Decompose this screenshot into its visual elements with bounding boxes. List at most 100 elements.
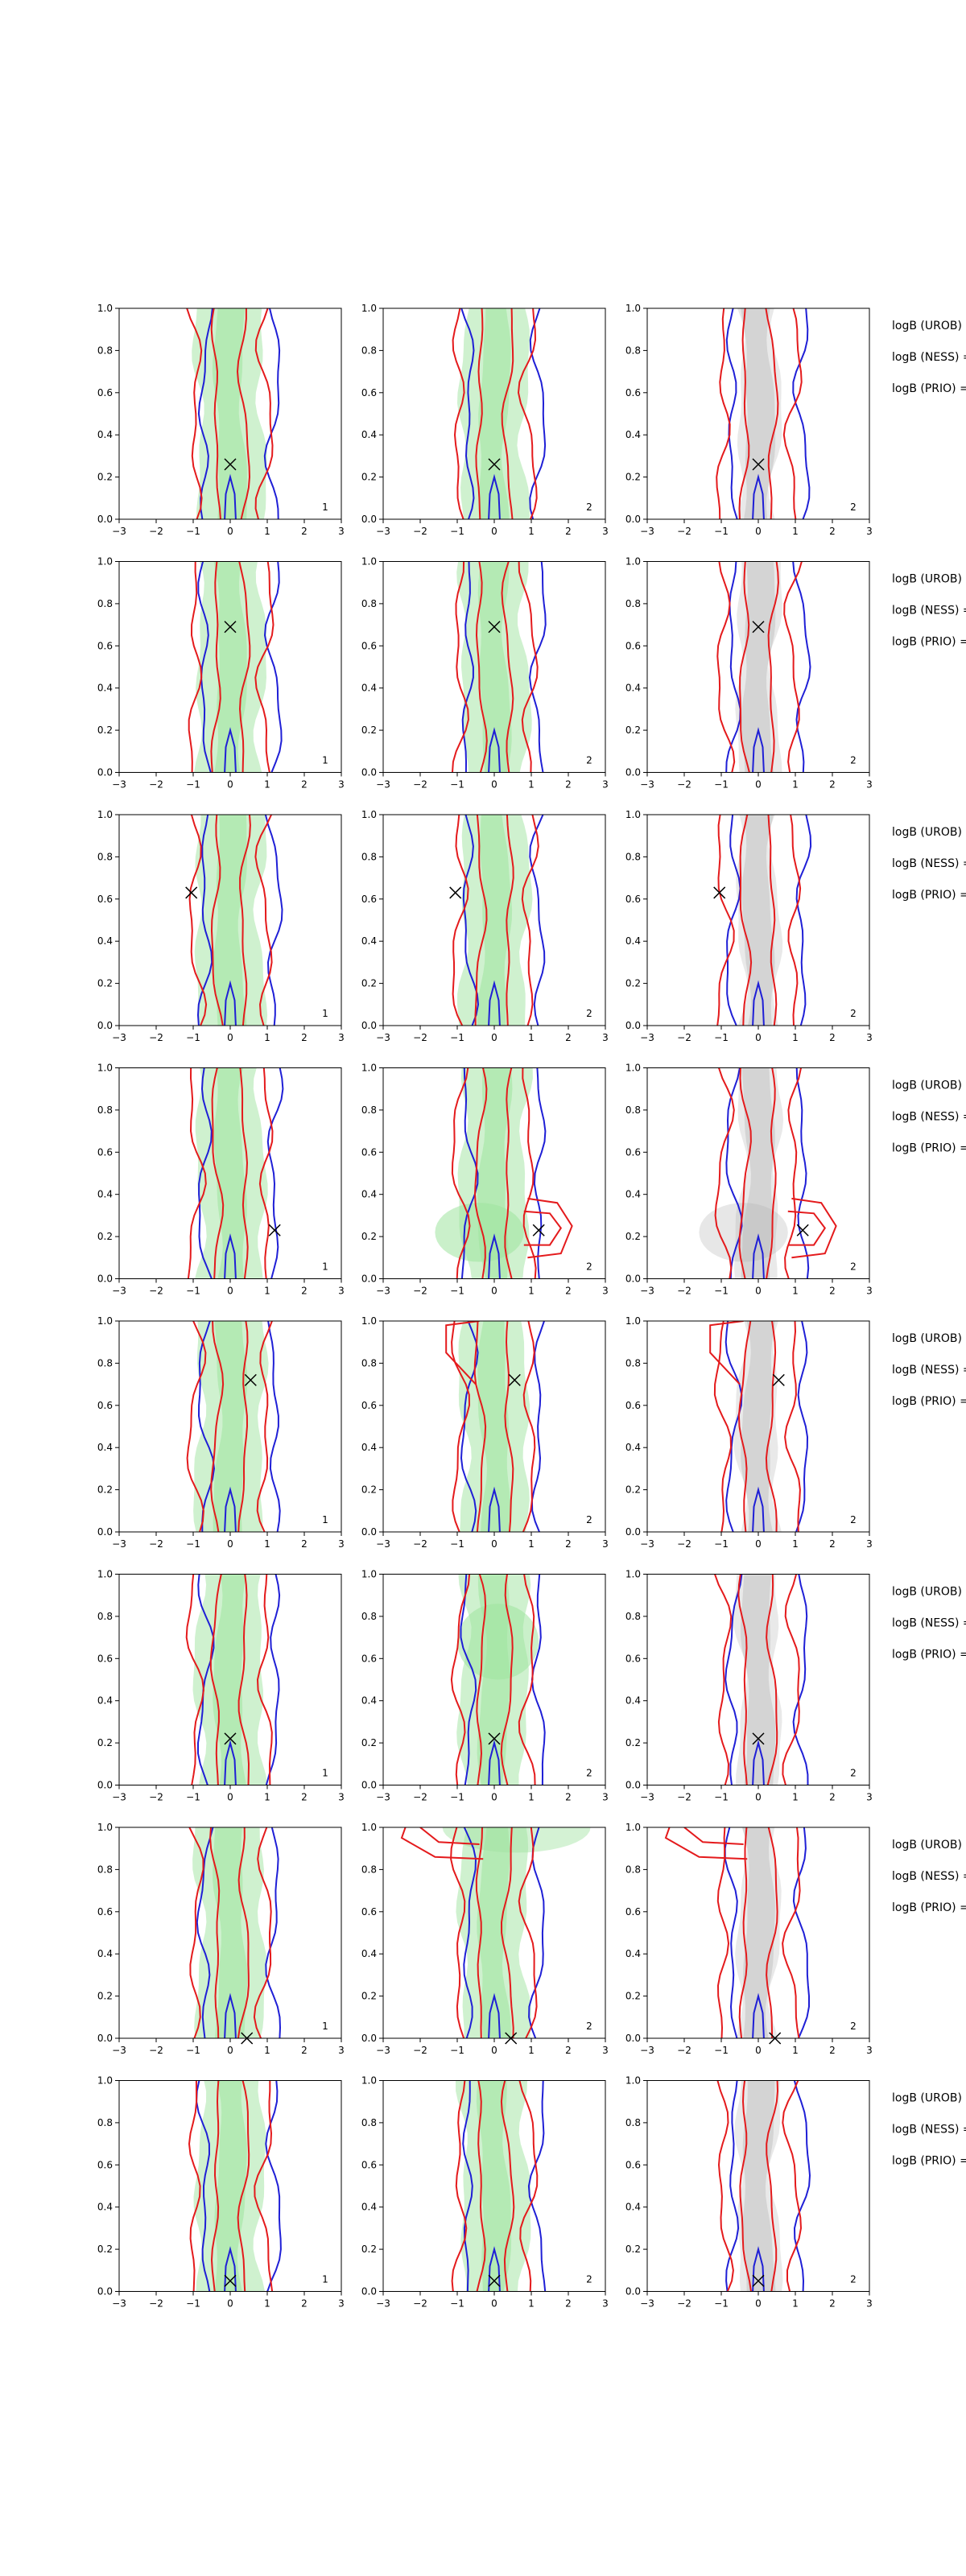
red-contour-inner-left — [210, 815, 224, 1026]
density-outer-region — [734, 1067, 784, 1279]
panel-number: 1 — [322, 1008, 328, 1019]
red-contour-inner-left — [210, 2080, 220, 2292]
y-tick-label: 0.0 — [361, 1020, 377, 1031]
x-tick-label: −3 — [640, 1032, 654, 1043]
y-tick-label: 0.2 — [625, 2244, 641, 2255]
plot-area — [186, 1321, 281, 1532]
y-tick-label: 0.2 — [361, 978, 377, 989]
logb-annotation: logB (UROB) = — [892, 1080, 966, 1092]
red-contour-outer-right — [522, 1067, 537, 1279]
subplot-r5-c3: −3 −2 −1 0 1 2 3 0.0 0.2 0.4 0.6 0.8 1.0 2 — [625, 1315, 873, 1550]
plot-area — [716, 2080, 811, 2292]
logb-annotation: logB (NESS) = — [892, 1364, 966, 1377]
logb-annotation: logB (PRIO) = — [892, 1649, 966, 1662]
x-tick-label: 2 — [565, 1792, 572, 1803]
x-tick-label: 3 — [866, 2298, 873, 2310]
y-tick-label: 0.0 — [97, 1780, 113, 1791]
red-contour-inner-right — [767, 815, 778, 1026]
y-tick-label: 0.4 — [625, 429, 641, 440]
x-tick-label: −3 — [640, 779, 654, 791]
x-tick-label: 3 — [602, 779, 609, 791]
blue-contour-left — [724, 1321, 743, 1532]
y-tick-label: 0.4 — [97, 1189, 113, 1200]
red-contour-outer-left — [451, 1067, 471, 1279]
y-tick-label: 0.8 — [97, 851, 113, 862]
y-tick-label: 0.2 — [97, 472, 113, 483]
red-contour-inner-right — [501, 308, 514, 519]
y-tick-label: 0.0 — [97, 514, 113, 525]
red-contour-outer-left — [716, 815, 735, 1026]
x-tick-label: −1 — [186, 2298, 200, 2310]
x-tick-label: −1 — [714, 1032, 729, 1043]
subplot-r8-c1: −3 −2 −1 0 1 2 3 0.0 0.2 0.4 0.6 0.8 1.0 1 — [97, 2075, 345, 2310]
panel-number: 2 — [850, 1008, 857, 1019]
red-contour-inner-left — [738, 1067, 752, 1279]
subplot-r5-c2: −3 −2 −1 0 1 2 3 0.0 0.2 0.4 0.6 0.8 1.0 2 — [361, 1315, 609, 1550]
x-tick-label: −3 — [376, 1792, 390, 1803]
red-contour-outer-right — [783, 561, 803, 773]
y-tick-label: 1.0 — [361, 1063, 377, 1074]
truth-marker — [752, 1732, 765, 1745]
y-tick-label: 0.2 — [625, 1484, 641, 1496]
x-tick-label: −3 — [112, 2045, 126, 2056]
x-tick-label: −3 — [112, 1032, 126, 1043]
row-annotation-group: logB (UROB) = logB (NESS) = logB (PRIO) = — [892, 1839, 966, 1914]
logb-annotation: logB (PRIO) = — [892, 2155, 966, 2168]
x-tick-label: 1 — [528, 1032, 535, 1043]
truth-marker — [488, 1732, 501, 1745]
logb-annotation: logB (PRIO) = — [892, 636, 966, 649]
subplot-r4-c2: −3 −2 −1 0 1 2 3 0.0 0.2 0.4 0.6 0.8 1.0 2 — [361, 1063, 609, 1297]
x-tick-label: 0 — [755, 779, 762, 791]
logb-annotation: logB (PRIO) = — [892, 382, 966, 395]
y-tick-label: 0.8 — [97, 598, 113, 609]
blue-contour-right — [530, 1574, 546, 1785]
subplot-r1-c1: −3 −2 −1 0 1 2 3 0.0 0.2 0.4 0.6 0.8 1.0 1 — [97, 303, 345, 537]
subplot-r8-c2: −3 −2 −1 0 1 2 3 0.0 0.2 0.4 0.6 0.8 1.0 2 — [361, 2075, 609, 2310]
red-contour-outer-right — [254, 815, 273, 1026]
red-contour-inner-left — [475, 308, 484, 519]
x-tick-label: −3 — [376, 2045, 390, 2056]
subplot-r2-c1: −3 −2 −1 0 1 2 3 0.0 0.2 0.4 0.6 0.8 1.0 1 — [97, 556, 345, 791]
x-tick-label: 0 — [491, 1792, 497, 1803]
blue-contour-left — [460, 1574, 477, 1785]
y-tick-label: 1.0 — [625, 1063, 641, 1074]
y-tick-label: 0.4 — [625, 1695, 641, 1707]
blue-contour-right — [529, 815, 546, 1026]
x-tick-label: 2 — [829, 1032, 836, 1043]
density-inner-region — [741, 561, 776, 773]
y-tick-label: 0.6 — [97, 2159, 113, 2170]
y-tick-label: 0.8 — [625, 345, 641, 356]
panel-number: 2 — [850, 755, 857, 766]
red-contour-inner-right — [506, 815, 514, 1026]
plot-area — [185, 1574, 281, 1785]
x-tick-label: 3 — [338, 2298, 345, 2310]
red-contour-inner-left — [739, 2080, 752, 2292]
blue-contour-inner — [752, 1486, 765, 1532]
y-tick-label: 0.0 — [97, 2286, 113, 2297]
red-contour-lobe-inner — [683, 1827, 744, 1845]
y-tick-label: 0.8 — [361, 1104, 377, 1116]
red-contour-inner-left — [737, 1574, 748, 1785]
x-tick-label: −3 — [376, 526, 390, 537]
x-tick-label: 1 — [264, 1032, 270, 1043]
x-tick-label: −1 — [714, 1538, 729, 1550]
red-contour-inner-right — [765, 1321, 778, 1532]
blue-contour-right — [795, 1321, 809, 1532]
red-contour-inner-right — [766, 1827, 778, 2038]
x-tick-label: 3 — [338, 1792, 345, 1803]
red-contour-outer-left — [716, 2080, 734, 2292]
x-tick-label: −2 — [677, 526, 691, 537]
y-tick-label: 0.0 — [625, 514, 641, 525]
red-contour-outer-left — [452, 308, 465, 519]
x-tick-label: 3 — [338, 1032, 345, 1043]
plot-area — [664, 1827, 810, 2038]
blue-contour-left — [460, 1321, 479, 1532]
red-contour-outer-left — [451, 2080, 468, 2292]
blue-contour-inner — [224, 2246, 237, 2292]
x-tick-label: 1 — [528, 2298, 535, 2310]
x-tick-label: 2 — [829, 2298, 836, 2310]
y-tick-label: 0.2 — [361, 724, 377, 736]
x-tick-label: 0 — [491, 2298, 497, 2310]
x-tick-label: 1 — [528, 1286, 535, 1297]
blue-contour-right — [529, 308, 547, 519]
